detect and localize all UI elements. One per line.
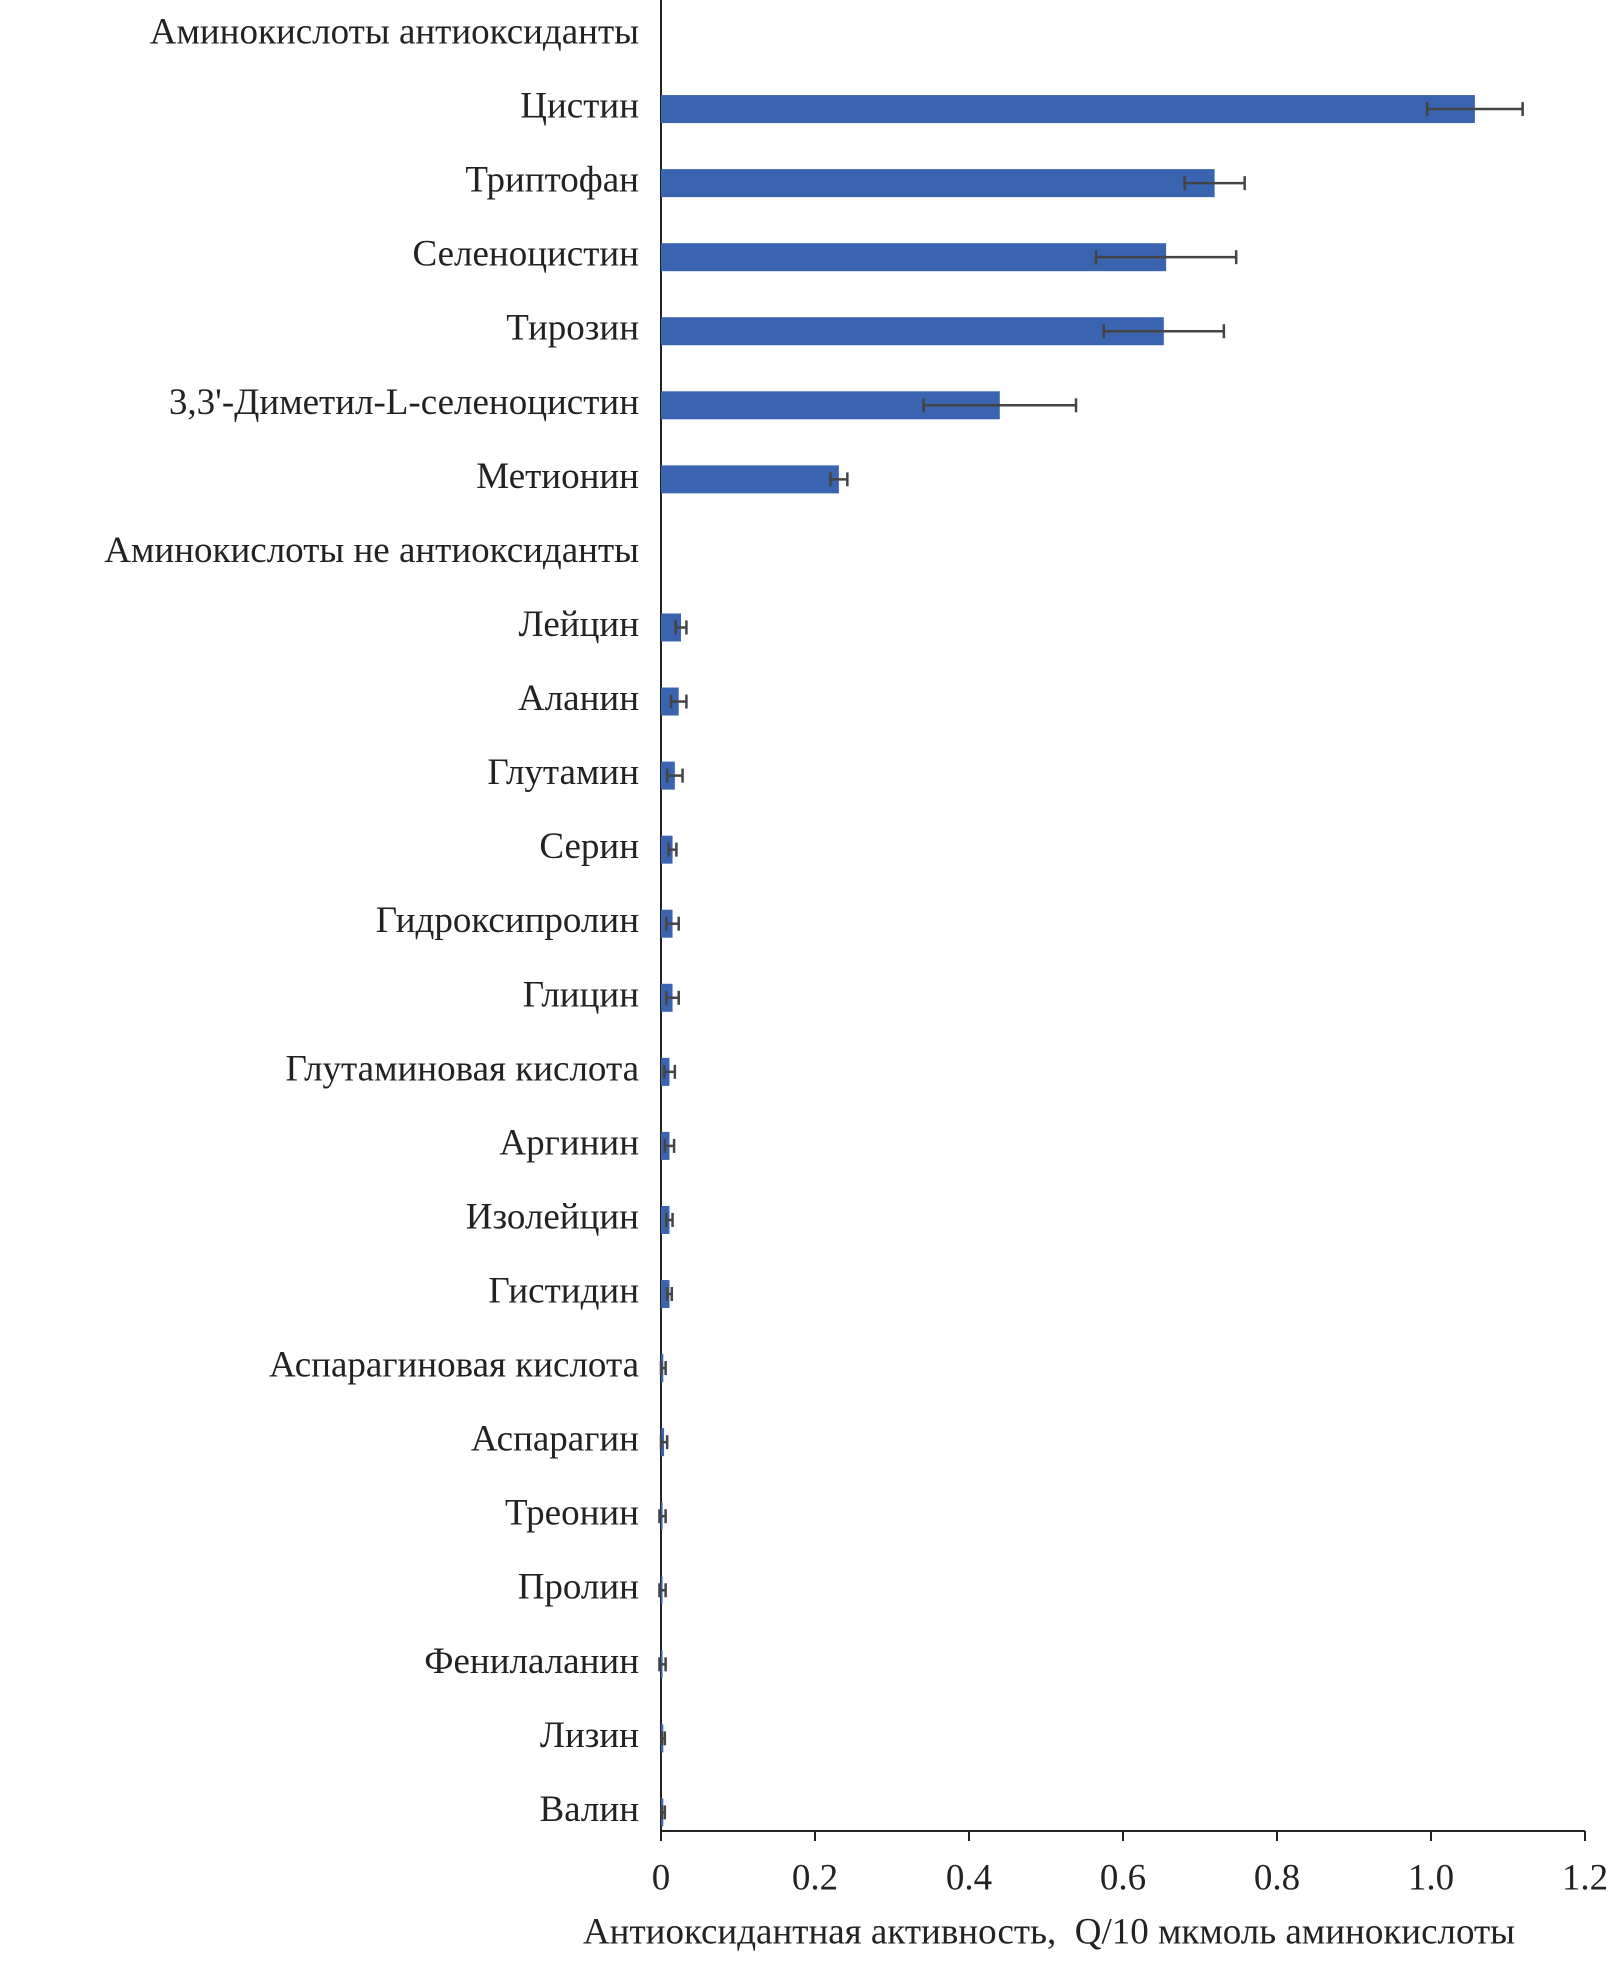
- bar: [661, 835, 673, 864]
- x-tick-label: 0: [652, 1857, 671, 1898]
- y-tick-label: Серин: [539, 826, 639, 867]
- error-bar: [922, 398, 1078, 413]
- y-tick-label: Валин: [540, 1789, 640, 1830]
- error-bar: [658, 1657, 667, 1672]
- bar: [661, 243, 1167, 272]
- y-tick-label: Пролин: [518, 1567, 639, 1608]
- y-tick-label: Аргинин: [499, 1122, 639, 1163]
- x-tick-label: 0.2: [792, 1857, 838, 1898]
- error-bar: [665, 1287, 674, 1302]
- error-bar: [659, 1361, 667, 1376]
- bar: [661, 1280, 670, 1309]
- error-bar: [829, 472, 849, 487]
- y-tick-label: Гистидин: [488, 1271, 639, 1312]
- x-tick-label: 0.6: [1100, 1857, 1146, 1898]
- error-bar: [663, 1138, 676, 1153]
- y-tick-label: Лейцин: [519, 604, 639, 645]
- error-bar: [1425, 102, 1524, 117]
- y-tick-label: Аспарагин: [471, 1419, 639, 1460]
- error-bar: [659, 1435, 669, 1450]
- x-axis-label: Антиоксидантная активность, Q/10 мкмоль …: [583, 1911, 1515, 1952]
- y-tick-label: Фенилаланин: [424, 1641, 639, 1682]
- x-tick-label: 1.2: [1562, 1857, 1608, 1898]
- y-tick-label: Гидроксипролин: [376, 900, 639, 941]
- y-tick-label: Глутаминовая кислота: [285, 1048, 639, 1089]
- y-tick-label: Метионин: [476, 456, 639, 497]
- error-bar: [665, 768, 684, 783]
- error-bar: [667, 842, 678, 857]
- y-tick-label: Тирозин: [506, 308, 639, 349]
- bar: [661, 317, 1164, 346]
- group-label: Аминокислоты антиоксиданты: [150, 11, 639, 52]
- error-bar: [660, 1731, 667, 1746]
- error-bar: [665, 916, 680, 931]
- error-bar: [665, 1212, 674, 1227]
- bar: [661, 465, 839, 494]
- y-tick-label: Глутамин: [487, 752, 639, 793]
- bar: [661, 95, 1475, 124]
- error-bar: [1183, 176, 1246, 191]
- y-tick-label: Изолейцин: [466, 1196, 639, 1237]
- x-tick-label: 0.8: [1254, 1857, 1300, 1898]
- y-tick-label: Треонин: [505, 1493, 639, 1534]
- error-bar: [674, 620, 688, 635]
- error-bar: [658, 1509, 667, 1524]
- y-tick-label: Селеноцистин: [412, 234, 639, 275]
- group-label: Аминокислоты не антиоксиданты: [104, 530, 639, 571]
- y-tick-label: Аланин: [518, 678, 639, 719]
- error-bar: [1102, 324, 1226, 339]
- y-tick-label: Глицин: [523, 974, 639, 1015]
- y-tick-label: 3,3'-Диметил-L-селеноцистин: [169, 382, 639, 423]
- y-tick-label: Лизин: [540, 1715, 639, 1756]
- error-bar: [662, 1064, 677, 1079]
- error-bar: [658, 1583, 667, 1598]
- y-tick-label: Аспарагиновая кислота: [269, 1345, 639, 1386]
- error-bar: [665, 990, 680, 1005]
- x-tick-label: 1.0: [1408, 1857, 1454, 1898]
- error-bar: [669, 694, 688, 709]
- error-bar: [660, 1805, 667, 1820]
- y-tick-label: Триптофан: [465, 160, 639, 201]
- y-tick-label: Цистин: [520, 86, 639, 127]
- x-tick-label: 0.4: [946, 1857, 992, 1898]
- error-bar: [1094, 250, 1238, 265]
- bar: [661, 169, 1215, 198]
